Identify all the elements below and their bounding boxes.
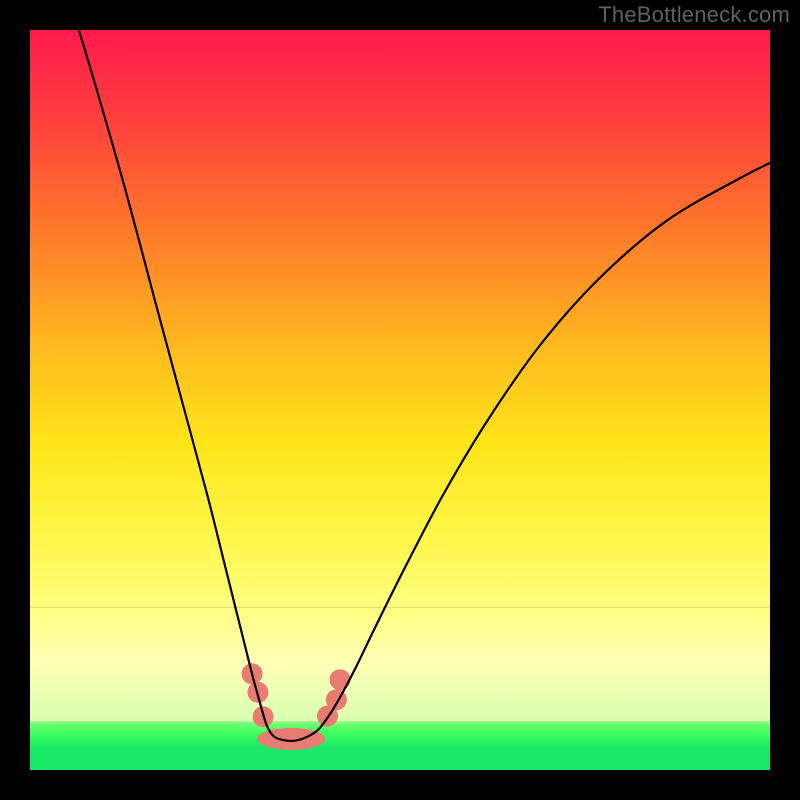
- chart-root: TheBottleneck.com: [0, 0, 800, 800]
- chart-svg: [0, 0, 800, 800]
- green-band: [30, 722, 770, 770]
- watermark-text: TheBottleneck.com: [598, 2, 790, 28]
- pale-band: [30, 607, 770, 722]
- marker-dot: [330, 669, 351, 690]
- gradient-main: [30, 30, 770, 607]
